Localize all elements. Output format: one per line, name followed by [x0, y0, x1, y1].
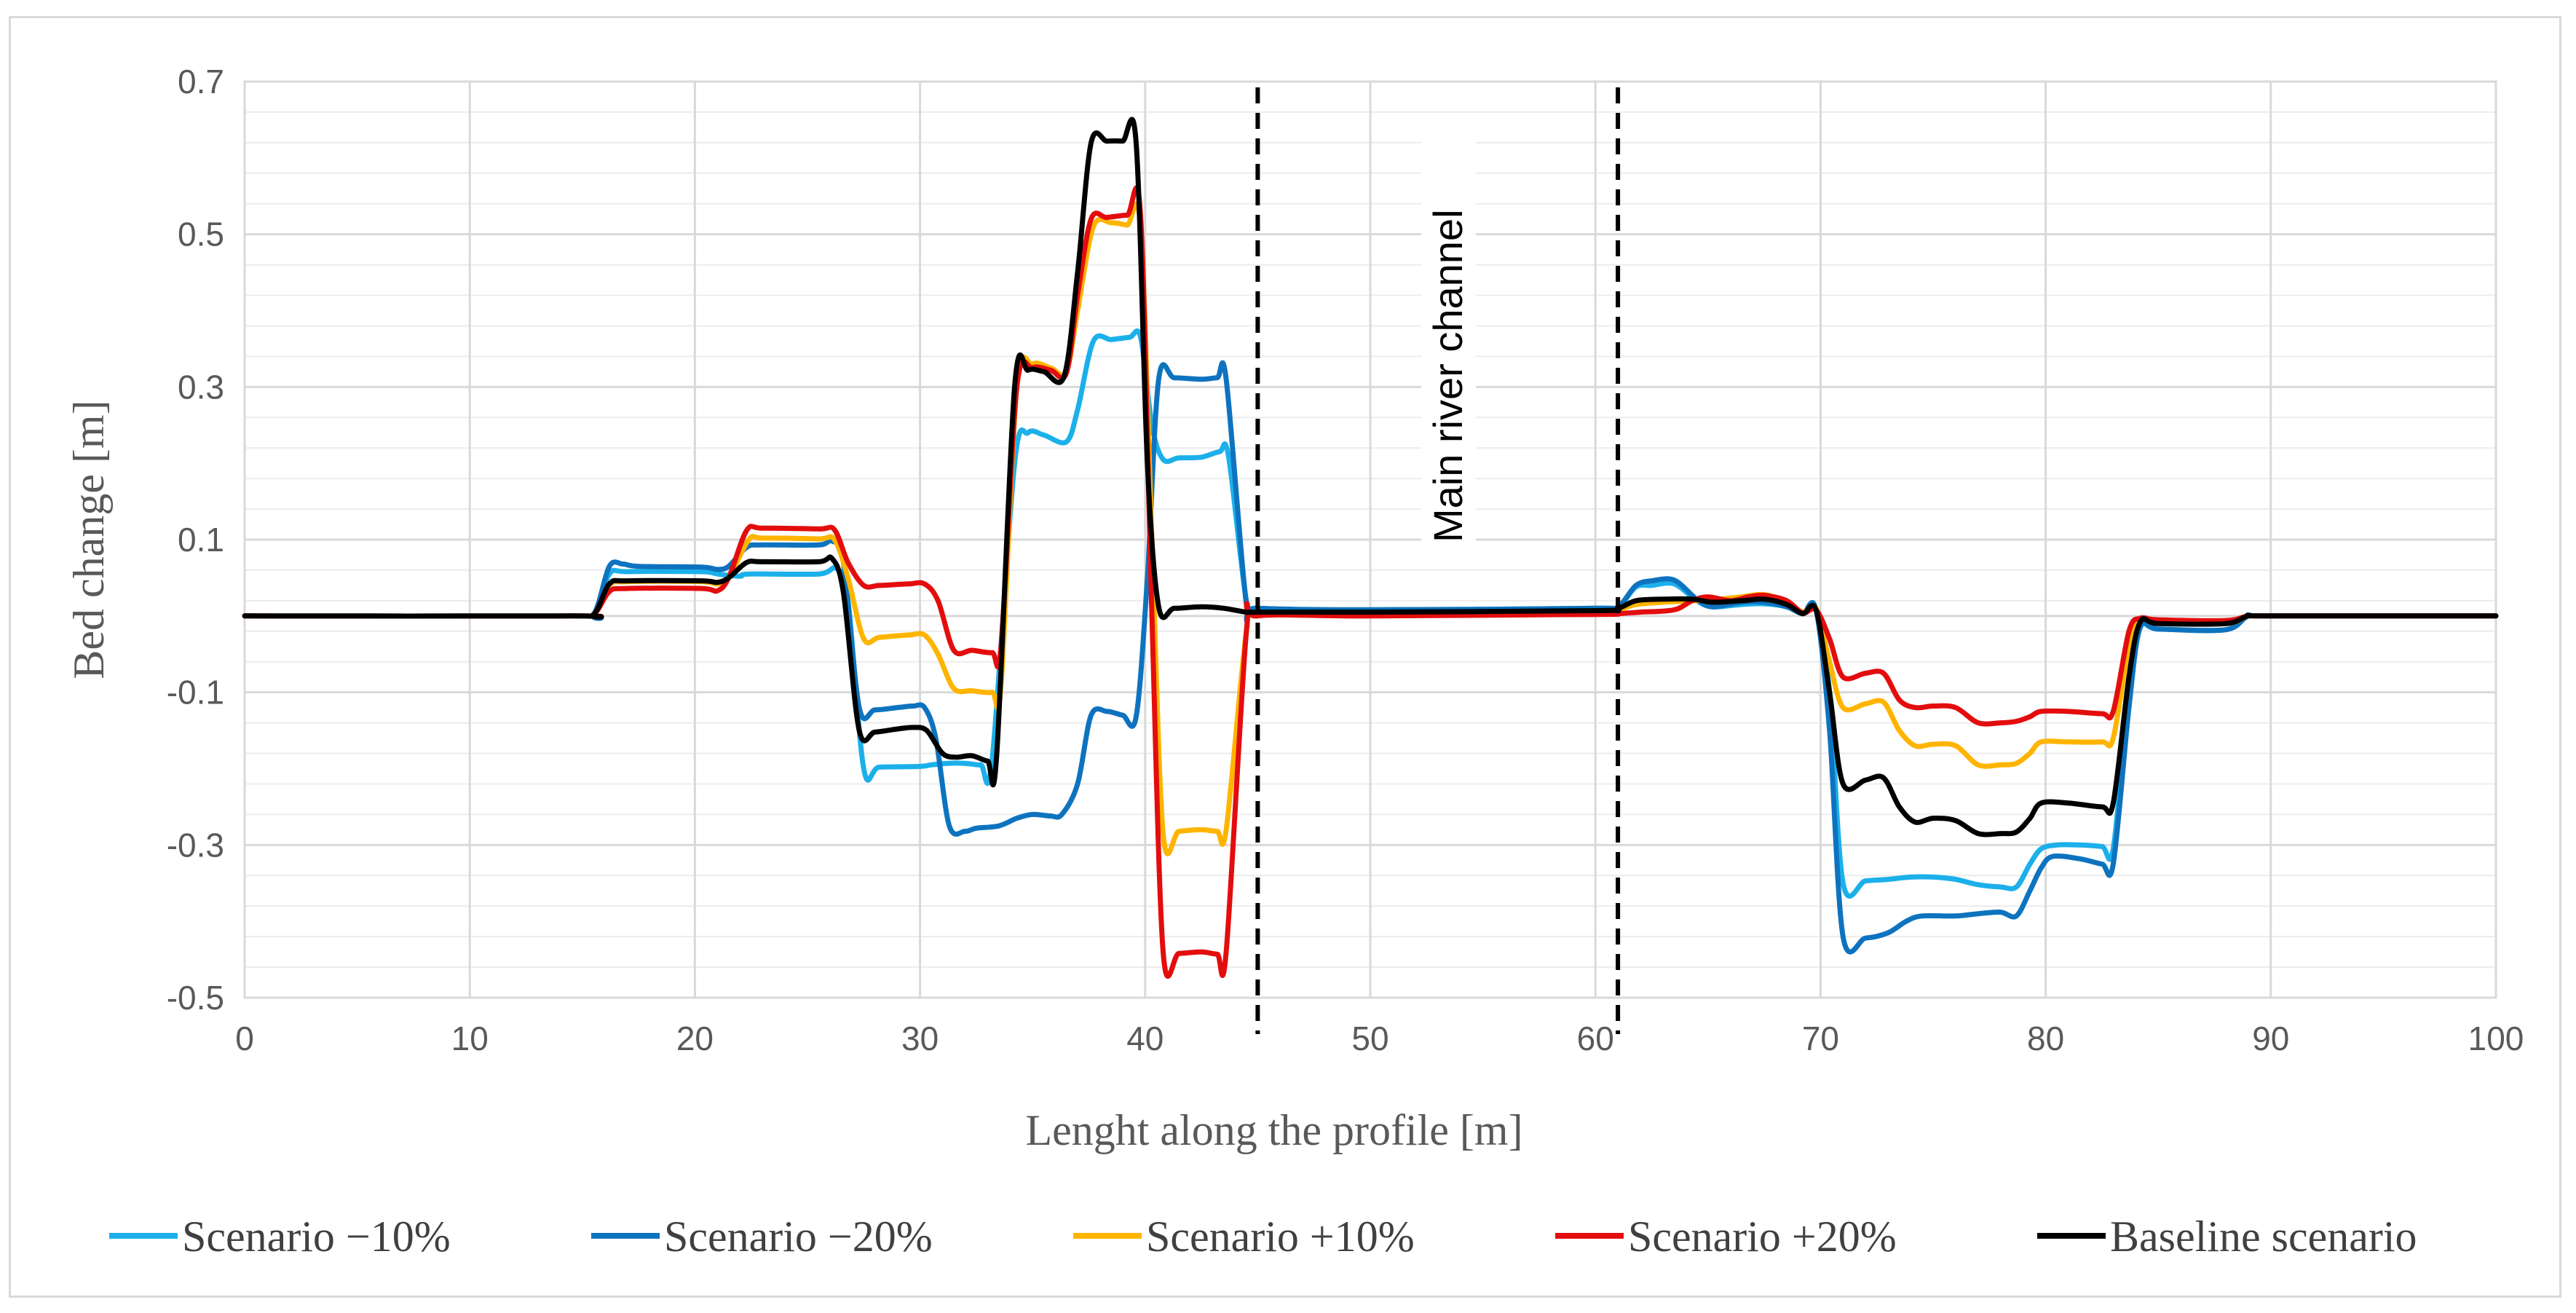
x-tick-label: 0 — [235, 1020, 254, 1057]
x-tick-label: 50 — [1351, 1020, 1388, 1057]
y-tick-label: -0.1 — [167, 674, 224, 711]
y-tick-label: -0.5 — [167, 979, 224, 1017]
legend-label: Scenario +10% — [1146, 1213, 1415, 1261]
y-tick-label: 0.7 — [178, 63, 224, 100]
x-tick-label: 100 — [2468, 1020, 2524, 1057]
series-line-2 — [242, 201, 2499, 856]
y-tick-label: -0.3 — [167, 826, 224, 864]
annotation-main-river-channel: Main river channel — [1425, 209, 1471, 543]
x-axis-title: Lenght along the profile [m] — [1025, 1106, 1522, 1154]
x-tick-label: 40 — [1126, 1020, 1163, 1057]
x-tick-label: 10 — [451, 1020, 489, 1057]
annotation-background — [1421, 117, 1476, 553]
x-tick-label: 60 — [1577, 1020, 1614, 1057]
series-line-3 — [242, 185, 2499, 979]
y-tick-label: 0.5 — [178, 216, 224, 253]
y-tick-label: 0.3 — [178, 368, 224, 406]
legend-item-2: Scenario +10% — [1073, 1213, 1415, 1261]
legend-label: Scenario +20% — [1628, 1213, 1897, 1261]
legend: Scenario −10% Scenario −20% Scenario +10% S… — [109, 1213, 2417, 1261]
x-tick-label: 70 — [1802, 1020, 1839, 1057]
legend-label: Baseline scenario — [2110, 1213, 2417, 1261]
major-gridlines — [243, 80, 2497, 999]
x-tick-label: 20 — [676, 1020, 714, 1057]
legend-item-4: Baseline scenario — [2037, 1213, 2417, 1261]
y-tick-label: 0.1 — [178, 521, 224, 559]
legend-item-1: Scenario −20% — [591, 1213, 933, 1261]
series-lines — [242, 117, 2499, 979]
y-tick-labels: 0.7 0.5 0.3 0.1 -0.1 -0.3 -0.5 — [167, 63, 224, 1017]
series-line-4 — [242, 117, 2499, 837]
legend-label: Scenario −10% — [182, 1213, 451, 1261]
channel-boundaries — [1255, 87, 1621, 1034]
x-tick-labels: 0 10 20 30 40 50 60 70 80 90 100 — [235, 1020, 2524, 1057]
legend-label: Scenario −20% — [664, 1213, 933, 1261]
legend-item-3: Scenario +20% — [1555, 1213, 1897, 1261]
x-tick-label: 80 — [2027, 1020, 2064, 1057]
y-axis-title: Bed change [m] — [65, 400, 113, 679]
legend-item-0: Scenario −10% — [109, 1213, 451, 1261]
x-tick-label: 90 — [2252, 1020, 2289, 1057]
x-tick-label: 30 — [901, 1020, 939, 1057]
